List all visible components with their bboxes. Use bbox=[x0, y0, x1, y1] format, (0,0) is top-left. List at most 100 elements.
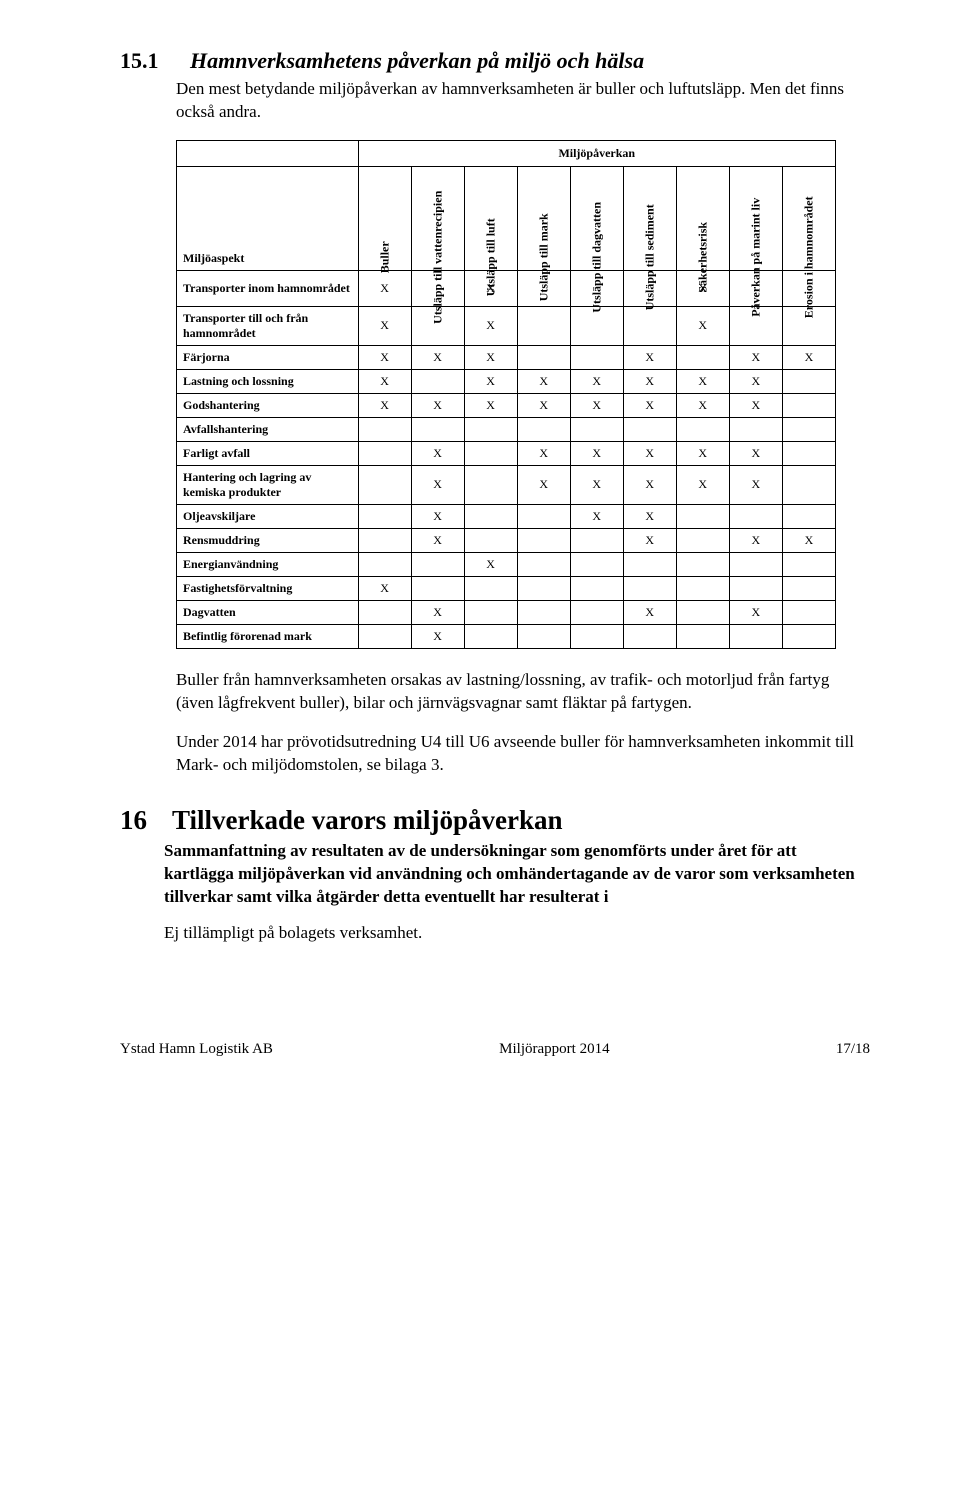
table-cell bbox=[464, 576, 517, 600]
table-cell bbox=[358, 504, 411, 528]
column-header-label: Utsläpp till mark bbox=[537, 214, 550, 302]
column-header: Utsläpp till sediment bbox=[623, 166, 676, 270]
table-cell bbox=[570, 552, 623, 576]
table-cell: X bbox=[464, 552, 517, 576]
table-cell: X bbox=[570, 504, 623, 528]
table-cell: X bbox=[623, 345, 676, 369]
table-cell bbox=[517, 552, 570, 576]
table-group-header: Miljöpåverkan bbox=[358, 140, 835, 166]
table-cell bbox=[729, 504, 782, 528]
row-label: Transporter inom hamnområdet bbox=[177, 270, 359, 306]
table-row: Befintlig förorenad mark X bbox=[177, 624, 836, 648]
table-cell bbox=[676, 417, 729, 441]
table-cell: X bbox=[570, 465, 623, 504]
table-row: Transporter inom hamnområdetXXX bbox=[177, 270, 836, 306]
table-cell: X bbox=[623, 369, 676, 393]
section-16-number: 16 bbox=[120, 805, 160, 836]
row-label: Dagvatten bbox=[177, 600, 359, 624]
table-cell bbox=[517, 576, 570, 600]
footer-left: Ystad Hamn Logistik AB bbox=[120, 1041, 273, 1058]
table-cell bbox=[570, 417, 623, 441]
table-cell bbox=[729, 417, 782, 441]
column-header-label: Säkerhetsrisk bbox=[696, 222, 709, 293]
table-cell bbox=[676, 552, 729, 576]
row-label: Oljeavskiljare bbox=[177, 504, 359, 528]
table-row: GodshanteringXXXXXXXX bbox=[177, 393, 836, 417]
column-header-label: Utsläpp till vattenrecipien bbox=[431, 191, 444, 324]
column-header: Utsläpp till dagvatten bbox=[570, 166, 623, 270]
section-16-title: Tillverkade varors miljöpåverkan bbox=[172, 805, 563, 836]
table-cell: X bbox=[358, 576, 411, 600]
table-cell: X bbox=[411, 600, 464, 624]
table-row: OljeavskiljareXXX bbox=[177, 504, 836, 528]
row-label: Lastning och lossning bbox=[177, 369, 359, 393]
table-cell: X bbox=[729, 441, 782, 465]
table-cell bbox=[676, 504, 729, 528]
miljopaverkan-table: Miljöpåverkan Miljöaspekt BullerUtsläpp … bbox=[176, 140, 836, 649]
p-u4u6: Under 2014 har prövotidsutredning U4 til… bbox=[176, 731, 870, 777]
table-cell bbox=[676, 624, 729, 648]
table-cell bbox=[570, 600, 623, 624]
table-cell bbox=[464, 504, 517, 528]
table-cell: X bbox=[570, 393, 623, 417]
table-cell bbox=[517, 624, 570, 648]
column-header: Erosion i hamnområdet bbox=[782, 166, 835, 270]
section-16-intro-bold: Sammanfattning av resultaten av de under… bbox=[164, 840, 870, 909]
section-16-heading: 16 Tillverkade varors miljöpåverkan bbox=[120, 805, 870, 836]
table-cell bbox=[729, 552, 782, 576]
table-cell: X bbox=[570, 441, 623, 465]
table-cell: X bbox=[623, 504, 676, 528]
table-cell: X bbox=[676, 369, 729, 393]
table-cell: X bbox=[676, 465, 729, 504]
table-cell bbox=[464, 528, 517, 552]
table-cell bbox=[570, 345, 623, 369]
table-cell: X bbox=[517, 393, 570, 417]
table-cell: X bbox=[358, 369, 411, 393]
column-header: Påverkan på marint liv bbox=[729, 166, 782, 270]
table-cell bbox=[411, 369, 464, 393]
table-cell: X bbox=[411, 624, 464, 648]
column-header-label: Utsläpp till sediment bbox=[643, 205, 656, 311]
section-15-1-number: 15.1 bbox=[120, 48, 172, 74]
table-cell: X bbox=[517, 369, 570, 393]
section-16-body: Ej tillämpligt på bolagets verksamhet. bbox=[164, 922, 870, 945]
column-header-label: Påverkan på marint liv bbox=[750, 198, 763, 317]
table-cell bbox=[570, 576, 623, 600]
column-header: Säkerhetsrisk bbox=[676, 166, 729, 270]
table-cell: X bbox=[464, 345, 517, 369]
table-cell bbox=[782, 624, 835, 648]
table-cell: X bbox=[623, 528, 676, 552]
table-cell bbox=[729, 576, 782, 600]
table-cell bbox=[729, 624, 782, 648]
row-label: Energianvändning bbox=[177, 552, 359, 576]
table-row: Hantering och lagring av kemiska produkt… bbox=[177, 465, 836, 504]
table-cell: X bbox=[411, 441, 464, 465]
table-cell: X bbox=[729, 345, 782, 369]
table-cell: X bbox=[358, 393, 411, 417]
table-cell bbox=[623, 306, 676, 345]
table-cell bbox=[782, 576, 835, 600]
table-cell bbox=[411, 552, 464, 576]
table-cell: X bbox=[623, 393, 676, 417]
table-cell: X bbox=[517, 441, 570, 465]
column-header-label: Erosion i hamnområdet bbox=[803, 197, 816, 319]
column-header: Buller bbox=[358, 166, 411, 270]
table-row: Avfallshantering bbox=[177, 417, 836, 441]
row-label: Avfallshantering bbox=[177, 417, 359, 441]
row-label: Fastighetsförvaltning bbox=[177, 576, 359, 600]
row-label: Godshantering bbox=[177, 393, 359, 417]
table-cell bbox=[517, 417, 570, 441]
table-cell: X bbox=[782, 528, 835, 552]
table-cell bbox=[358, 552, 411, 576]
table-cell bbox=[782, 552, 835, 576]
table-cell: X bbox=[570, 369, 623, 393]
section-15-1-heading: 15.1 Hamnverksamhetens påverkan på miljö… bbox=[120, 48, 870, 74]
table-cell bbox=[782, 393, 835, 417]
table-cell: X bbox=[782, 345, 835, 369]
table-row: Energianvändning X bbox=[177, 552, 836, 576]
table-cell: X bbox=[411, 528, 464, 552]
row-label: Befintlig förorenad mark bbox=[177, 624, 359, 648]
table-cell: X bbox=[517, 465, 570, 504]
table-cell bbox=[623, 417, 676, 441]
table-cell: X bbox=[623, 441, 676, 465]
